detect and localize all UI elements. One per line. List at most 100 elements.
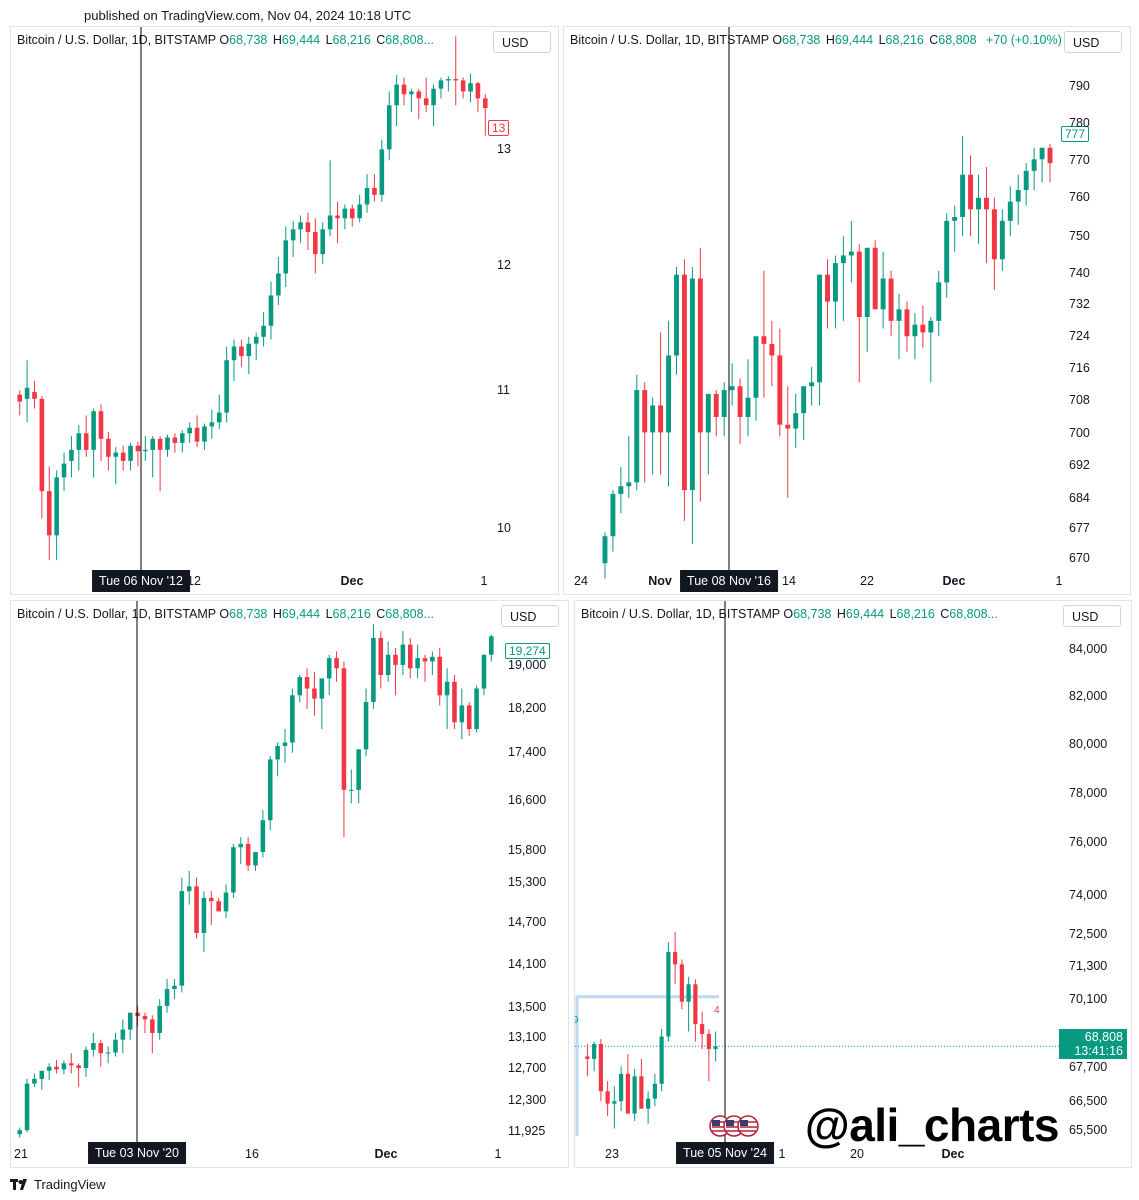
candle-body bbox=[697, 278, 703, 433]
candle-body bbox=[401, 84, 407, 95]
candle-body bbox=[777, 355, 783, 425]
candle bbox=[268, 281, 274, 340]
candle bbox=[357, 194, 362, 223]
candle bbox=[999, 209, 1005, 271]
candle bbox=[761, 270, 767, 398]
candle-body bbox=[341, 668, 347, 790]
candle-body bbox=[349, 789, 354, 791]
candle-body bbox=[61, 1063, 67, 1070]
candle bbox=[378, 631, 384, 689]
chart-panel-2024[interactable]: Bitcoin / U.S. Dollar, 1D, BITSTAMP O68,… bbox=[574, 600, 1132, 1168]
candle-body bbox=[602, 536, 608, 564]
event-date-label: Tue 08 Nov '16 bbox=[680, 570, 778, 592]
candle-plot[interactable] bbox=[564, 27, 1130, 594]
y-tick: 71,300 bbox=[1069, 959, 1108, 973]
y-tick: 14,100 bbox=[508, 957, 547, 971]
legend-change: +70 (+0.10%) bbox=[986, 33, 1062, 47]
currency-button[interactable]: USD bbox=[1064, 31, 1122, 53]
candle-body bbox=[809, 382, 815, 387]
candle-body bbox=[349, 208, 355, 219]
candle bbox=[313, 218, 318, 274]
y-tick: 70,100 bbox=[1069, 992, 1108, 1006]
candle-body bbox=[150, 438, 156, 450]
candle bbox=[32, 1073, 37, 1087]
chart-panel-2012[interactable]: Bitcoin / U.S. Dollar, 1D, BITSTAMP O68,… bbox=[10, 26, 559, 595]
candle-body bbox=[298, 222, 303, 230]
candle-body bbox=[304, 677, 310, 689]
candle bbox=[697, 247, 703, 502]
y-tick: 10 bbox=[497, 521, 511, 535]
candle bbox=[1039, 147, 1045, 183]
y-tick: 11,925 bbox=[508, 1124, 546, 1138]
currency-button[interactable]: USD bbox=[501, 605, 559, 627]
chart-panel-2020[interactable]: Bitcoin / U.S. Dollar, 1D, BITSTAMP O68,… bbox=[10, 600, 569, 1168]
candle-body bbox=[179, 433, 185, 443]
y-tick: 750 bbox=[1069, 229, 1090, 243]
candle bbox=[17, 390, 22, 416]
x-tick: 1 bbox=[494, 1147, 502, 1161]
candle bbox=[817, 274, 823, 406]
chart-panel-2016[interactable]: Bitcoin / U.S. Dollar, 1D, BITSTAMP O68,… bbox=[563, 26, 1131, 595]
candle-body bbox=[187, 427, 192, 434]
candle bbox=[1031, 147, 1037, 191]
candle-body bbox=[290, 695, 295, 743]
y-tick: 11 bbox=[497, 383, 510, 397]
candle bbox=[489, 634, 494, 662]
currency-button[interactable]: USD bbox=[1063, 605, 1121, 627]
candle bbox=[686, 976, 691, 1032]
candle-body bbox=[475, 83, 481, 99]
legend-open: 68,738 bbox=[782, 33, 821, 47]
candle-body bbox=[172, 437, 178, 443]
candle-body bbox=[904, 309, 910, 337]
candle-body bbox=[313, 232, 318, 255]
candle bbox=[642, 382, 648, 483]
candle-body bbox=[880, 278, 886, 310]
y-tick: 13 bbox=[497, 142, 511, 156]
candle-body bbox=[297, 677, 302, 696]
candle-body bbox=[592, 1043, 597, 1059]
candle-body bbox=[864, 247, 870, 317]
footer-brand: TradingView bbox=[34, 1177, 106, 1192]
candle-body bbox=[98, 1043, 104, 1054]
candle-body bbox=[150, 1019, 155, 1033]
candle-body bbox=[713, 1046, 718, 1049]
candle-body bbox=[305, 222, 311, 233]
candle bbox=[276, 256, 281, 306]
candle bbox=[298, 215, 303, 244]
candle-body bbox=[135, 1012, 140, 1017]
y-tick: 708 bbox=[1069, 393, 1090, 407]
candle bbox=[320, 222, 326, 264]
candle-body bbox=[142, 1016, 148, 1020]
x-tick: Dec bbox=[340, 574, 364, 588]
candle-body bbox=[216, 901, 221, 912]
legend-high: 69,444 bbox=[281, 33, 321, 47]
candle bbox=[341, 661, 347, 838]
candle bbox=[157, 436, 163, 492]
watermark: @ali_charts bbox=[804, 1099, 1060, 1151]
x-tick: 22 bbox=[860, 574, 874, 588]
candle-body bbox=[275, 745, 280, 760]
currency-button[interactable]: USD bbox=[493, 31, 551, 53]
candle-plot[interactable] bbox=[575, 601, 1131, 1167]
candle bbox=[848, 220, 854, 283]
candle bbox=[612, 1086, 617, 1129]
candle-body bbox=[618, 486, 624, 494]
y-tick: 724 bbox=[1069, 329, 1090, 343]
candle bbox=[76, 425, 82, 471]
y-tick: 19,000 bbox=[508, 658, 547, 672]
candle bbox=[209, 891, 214, 925]
candle-plot[interactable] bbox=[11, 27, 558, 594]
candle-body bbox=[379, 149, 385, 195]
candle bbox=[76, 1063, 81, 1087]
y-tick: 78,000 bbox=[1069, 786, 1108, 800]
y-tick: 12,700 bbox=[508, 1061, 547, 1075]
ohlc-legend: Bitcoin / U.S. Dollar, 1D, BITSTAMP O68,… bbox=[570, 33, 1062, 47]
candle-body bbox=[326, 658, 332, 679]
candle bbox=[605, 1081, 610, 1117]
candle bbox=[639, 1058, 644, 1109]
candle-body bbox=[721, 390, 727, 417]
candle bbox=[475, 81, 481, 113]
candle-body bbox=[681, 274, 687, 491]
candle-body bbox=[17, 394, 22, 402]
candle-plot[interactable] bbox=[11, 601, 568, 1167]
